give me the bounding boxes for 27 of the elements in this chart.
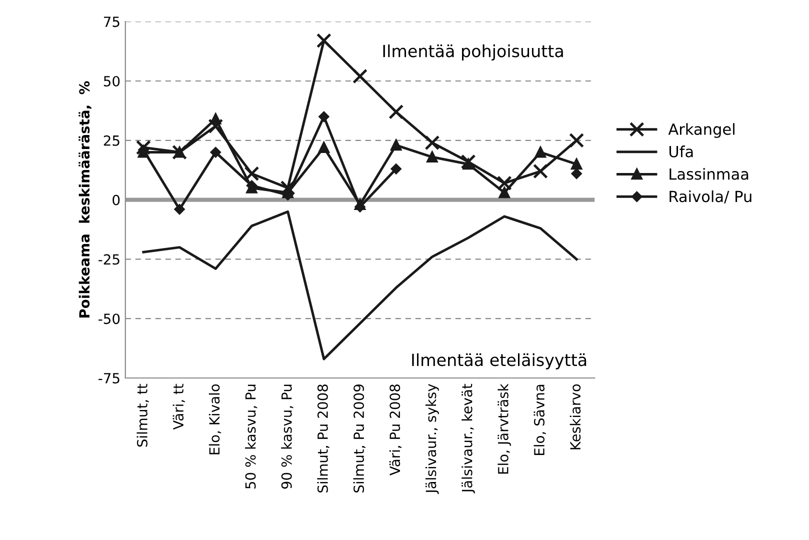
annotation: Ilmentää eteläisyyttä xyxy=(412,353,586,370)
y-tick-label: -50 xyxy=(98,314,120,324)
legend-label: Ufa xyxy=(669,146,693,158)
legend-label: Raivola/ Pu xyxy=(670,190,752,204)
y-tick-label: 25 xyxy=(104,135,120,146)
x-tick-label: Elo, Järvträsk xyxy=(498,384,511,474)
y-axis-title: Poikkeama keskimäärästä, % xyxy=(78,81,92,318)
x-tick-label: 50 % kasvu, Pu xyxy=(245,384,258,489)
x-tick-label: Jälsivaur., syksy xyxy=(425,384,439,494)
x-tick-label: Silmut, tt xyxy=(136,384,149,447)
legend-label: Arkangel xyxy=(668,123,734,138)
x-tick-label: Elo, Sävna xyxy=(534,384,546,456)
x-tick-label: 90 % kasvu, Pu xyxy=(281,384,294,489)
y-tick-label: 50 xyxy=(104,76,120,86)
x-tick-label: Keskiarvo xyxy=(570,384,581,450)
y-tick-label: 0 xyxy=(112,194,120,206)
x-tick-label: Väri, Pu 2008 xyxy=(389,384,402,476)
x-tick-label: Silmut, Pu 2008 xyxy=(317,384,330,492)
y-tick-label: -25 xyxy=(98,254,120,265)
x-tick-label: Väri, tt xyxy=(172,384,185,430)
x-tick-label: Silmut, Pu 2009 xyxy=(353,384,366,492)
annotation: Ilmentää pohjoisuutta xyxy=(383,44,563,61)
x-tick-label: Elo, Kivalo xyxy=(208,384,222,454)
y-tick-label: 75 xyxy=(104,16,120,28)
x-tick-label: Jälsivaur., kevät xyxy=(462,384,475,494)
y-tick-label: -75 xyxy=(98,373,120,384)
legend-label: Lassinmaa xyxy=(670,168,748,180)
